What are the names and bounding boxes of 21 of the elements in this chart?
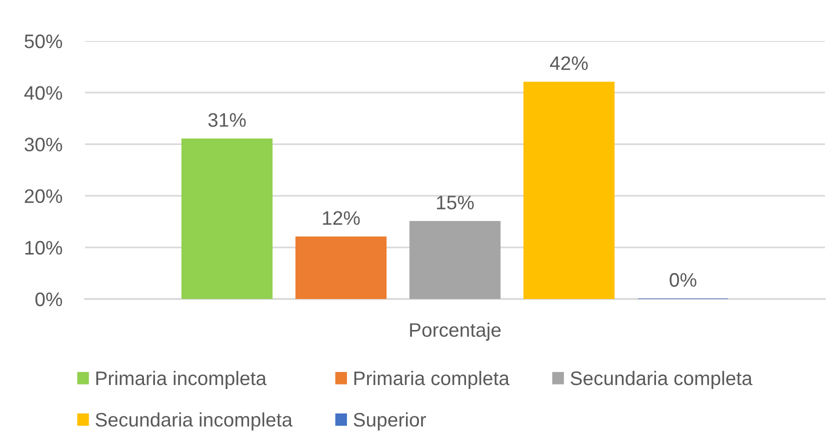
bar — [181, 138, 273, 299]
data-label: 0% — [670, 273, 696, 287]
y-tick-label: 50% — [24, 34, 62, 48]
data-label: 15% — [437, 196, 474, 210]
legend-label: Primaria incompleta — [96, 370, 267, 390]
bar — [295, 236, 387, 299]
y-tick-label: 30% — [24, 138, 62, 152]
y-tick-label: 40% — [24, 86, 62, 100]
bar — [409, 221, 501, 299]
data-label: 12% — [323, 211, 360, 225]
legend-label: Primaria completa — [354, 370, 510, 390]
y-tick-label: 10% — [25, 240, 62, 255]
y-tick-label: 20% — [24, 189, 62, 204]
legend-label: Secundaria incompleta — [96, 412, 293, 430]
data-label: 31% — [208, 113, 246, 127]
x-tick-label: Porcentaje — [410, 322, 501, 341]
data-label: 42% — [550, 56, 588, 70]
legend-label: Secundaria completa — [570, 370, 752, 390]
legend-label: Superior — [354, 412, 426, 430]
bar — [523, 82, 615, 299]
y-tick-label: 0% — [35, 292, 62, 306]
